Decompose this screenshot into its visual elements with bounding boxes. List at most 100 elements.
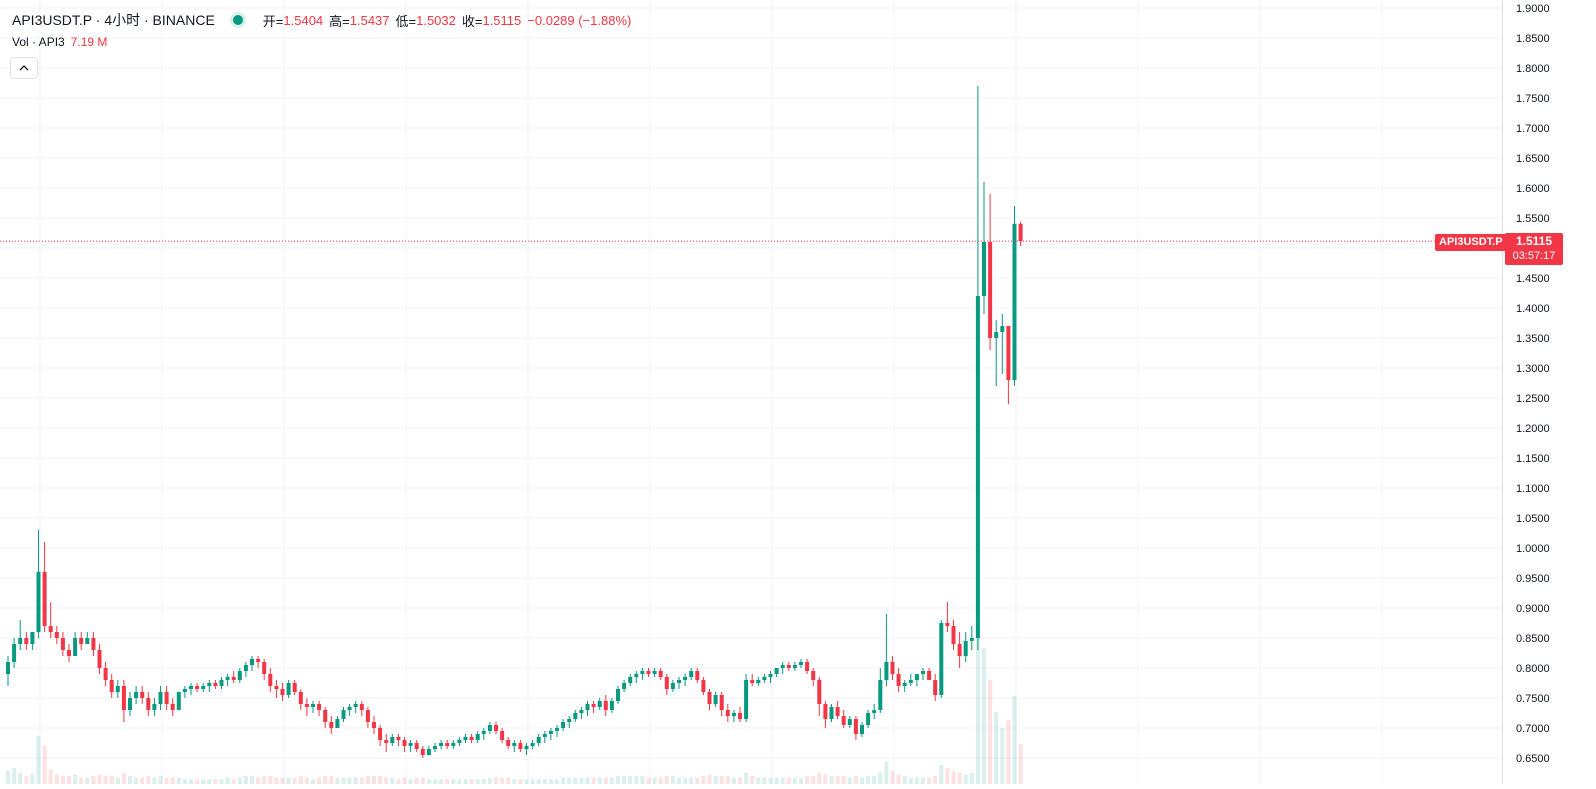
volume-bar <box>994 712 999 784</box>
candle-body <box>756 680 761 683</box>
candle-body <box>390 737 395 743</box>
price-tick-label: 1.1000 <box>1516 483 1550 495</box>
open-value: 1.5404 <box>283 12 324 28</box>
volume-bar <box>24 776 29 784</box>
price-tick-label: 1.3500 <box>1516 333 1550 345</box>
volume-bar <box>42 745 47 784</box>
close-value: 1.5115 <box>482 12 522 28</box>
volume-bar <box>347 777 352 784</box>
candle-body <box>97 650 102 668</box>
candle-body <box>750 680 755 683</box>
volume-bar <box>719 776 724 784</box>
price-tick-label: 1.9000 <box>1516 3 1550 15</box>
candle-body <box>298 692 303 704</box>
volume-bar <box>73 774 78 784</box>
volume-bar <box>79 777 84 784</box>
symbol-legend: API3USDT.P · 4小时 · BINANCE 开= 1.5404 高= 1.… <box>12 10 631 30</box>
volume-bar <box>170 777 175 784</box>
candle-body <box>567 719 572 722</box>
volume-bar <box>182 779 187 784</box>
volume-bar <box>744 772 749 784</box>
volume-bar <box>750 776 755 784</box>
volume-bar <box>524 779 529 784</box>
volume-bar <box>756 777 761 784</box>
volume-bar <box>481 779 486 784</box>
volume-bar <box>548 779 553 784</box>
high-value: 1.5437 <box>349 12 390 28</box>
volume-bar <box>109 776 114 784</box>
candle-body <box>963 641 968 656</box>
chart-area[interactable] <box>0 0 1502 784</box>
volume-bar <box>30 774 35 784</box>
candle-body <box>54 632 59 638</box>
candle-body <box>591 704 596 707</box>
volume-bar <box>243 776 248 784</box>
volume-bar <box>396 779 401 784</box>
volume-bar <box>609 777 614 784</box>
candle-body <box>207 683 212 686</box>
candle-body <box>542 734 547 737</box>
volume-bar <box>304 777 309 784</box>
candle-body <box>677 680 681 683</box>
candle-body <box>695 671 700 680</box>
candle-body <box>719 695 724 710</box>
volume-bar <box>872 776 877 784</box>
volume-bar <box>451 779 456 784</box>
open-label: 开= <box>262 13 284 29</box>
candle-body <box>365 710 370 722</box>
last-price-value: 1.5115 <box>1515 234 1553 248</box>
volume-bar <box>280 777 285 784</box>
volume-bar <box>518 779 523 784</box>
volume-bar <box>670 776 675 784</box>
volume-bar <box>433 779 437 784</box>
volume-bar <box>298 776 303 784</box>
candle-body <box>914 674 919 680</box>
candle-body <box>225 677 230 680</box>
candle-body <box>902 683 907 686</box>
candle-body <box>561 722 566 728</box>
volume-bar <box>268 776 273 784</box>
candle-body <box>262 662 267 674</box>
volume-bar <box>103 776 108 784</box>
symbol-title[interactable]: API3USDT.P · 4小时 · BINANCE <box>12 12 215 28</box>
candle-body <box>42 572 47 626</box>
candle-body <box>195 686 200 689</box>
volume-bar <box>786 777 791 784</box>
volume-bar <box>725 776 730 784</box>
volume-bar <box>896 774 901 784</box>
price-tick-label: 0.9000 <box>1516 603 1550 615</box>
candle-body <box>866 713 871 725</box>
volume-bar <box>555 779 559 784</box>
collapse-legend-button[interactable] <box>10 57 38 79</box>
candle-body <box>329 722 334 728</box>
candle-body <box>30 632 35 644</box>
volume-bar <box>738 777 742 784</box>
candle-body <box>494 725 498 731</box>
price-axis[interactable]: 1.9000 1.8500 1.8000 1.7500 1.7000 1.6500 1.60… <box>1502 0 1596 784</box>
candle-body <box>487 725 492 731</box>
candle-body <box>646 671 651 674</box>
volume-bar <box>640 776 645 784</box>
candle-body <box>91 638 96 650</box>
volume-bar <box>799 777 803 784</box>
volume-bar <box>329 776 334 784</box>
candle-body <box>939 623 944 695</box>
candle-body <box>73 638 78 656</box>
candle-body <box>585 704 590 710</box>
candle-body <box>481 731 486 734</box>
volume-bar <box>146 776 151 784</box>
volume-legend: Vol · API3 7.19 M <box>12 35 107 49</box>
candle-body <box>469 737 474 740</box>
candlestick-chart[interactable] <box>0 0 1502 784</box>
candle-body <box>347 707 352 710</box>
price-tick-label: 0.6500 <box>1516 753 1550 765</box>
last-price-symbol-tag: API3USDT.P <box>1435 234 1507 251</box>
candle-body <box>969 638 974 641</box>
volume-bar <box>908 777 913 784</box>
volume-bar <box>54 774 59 784</box>
candle-body <box>603 701 608 710</box>
price-tick-label: 1.4000 <box>1516 303 1550 315</box>
volume-bar <box>91 776 96 784</box>
volume-bar <box>506 777 511 784</box>
change-value: −0.0289 (−1.88%) <box>527 12 632 28</box>
